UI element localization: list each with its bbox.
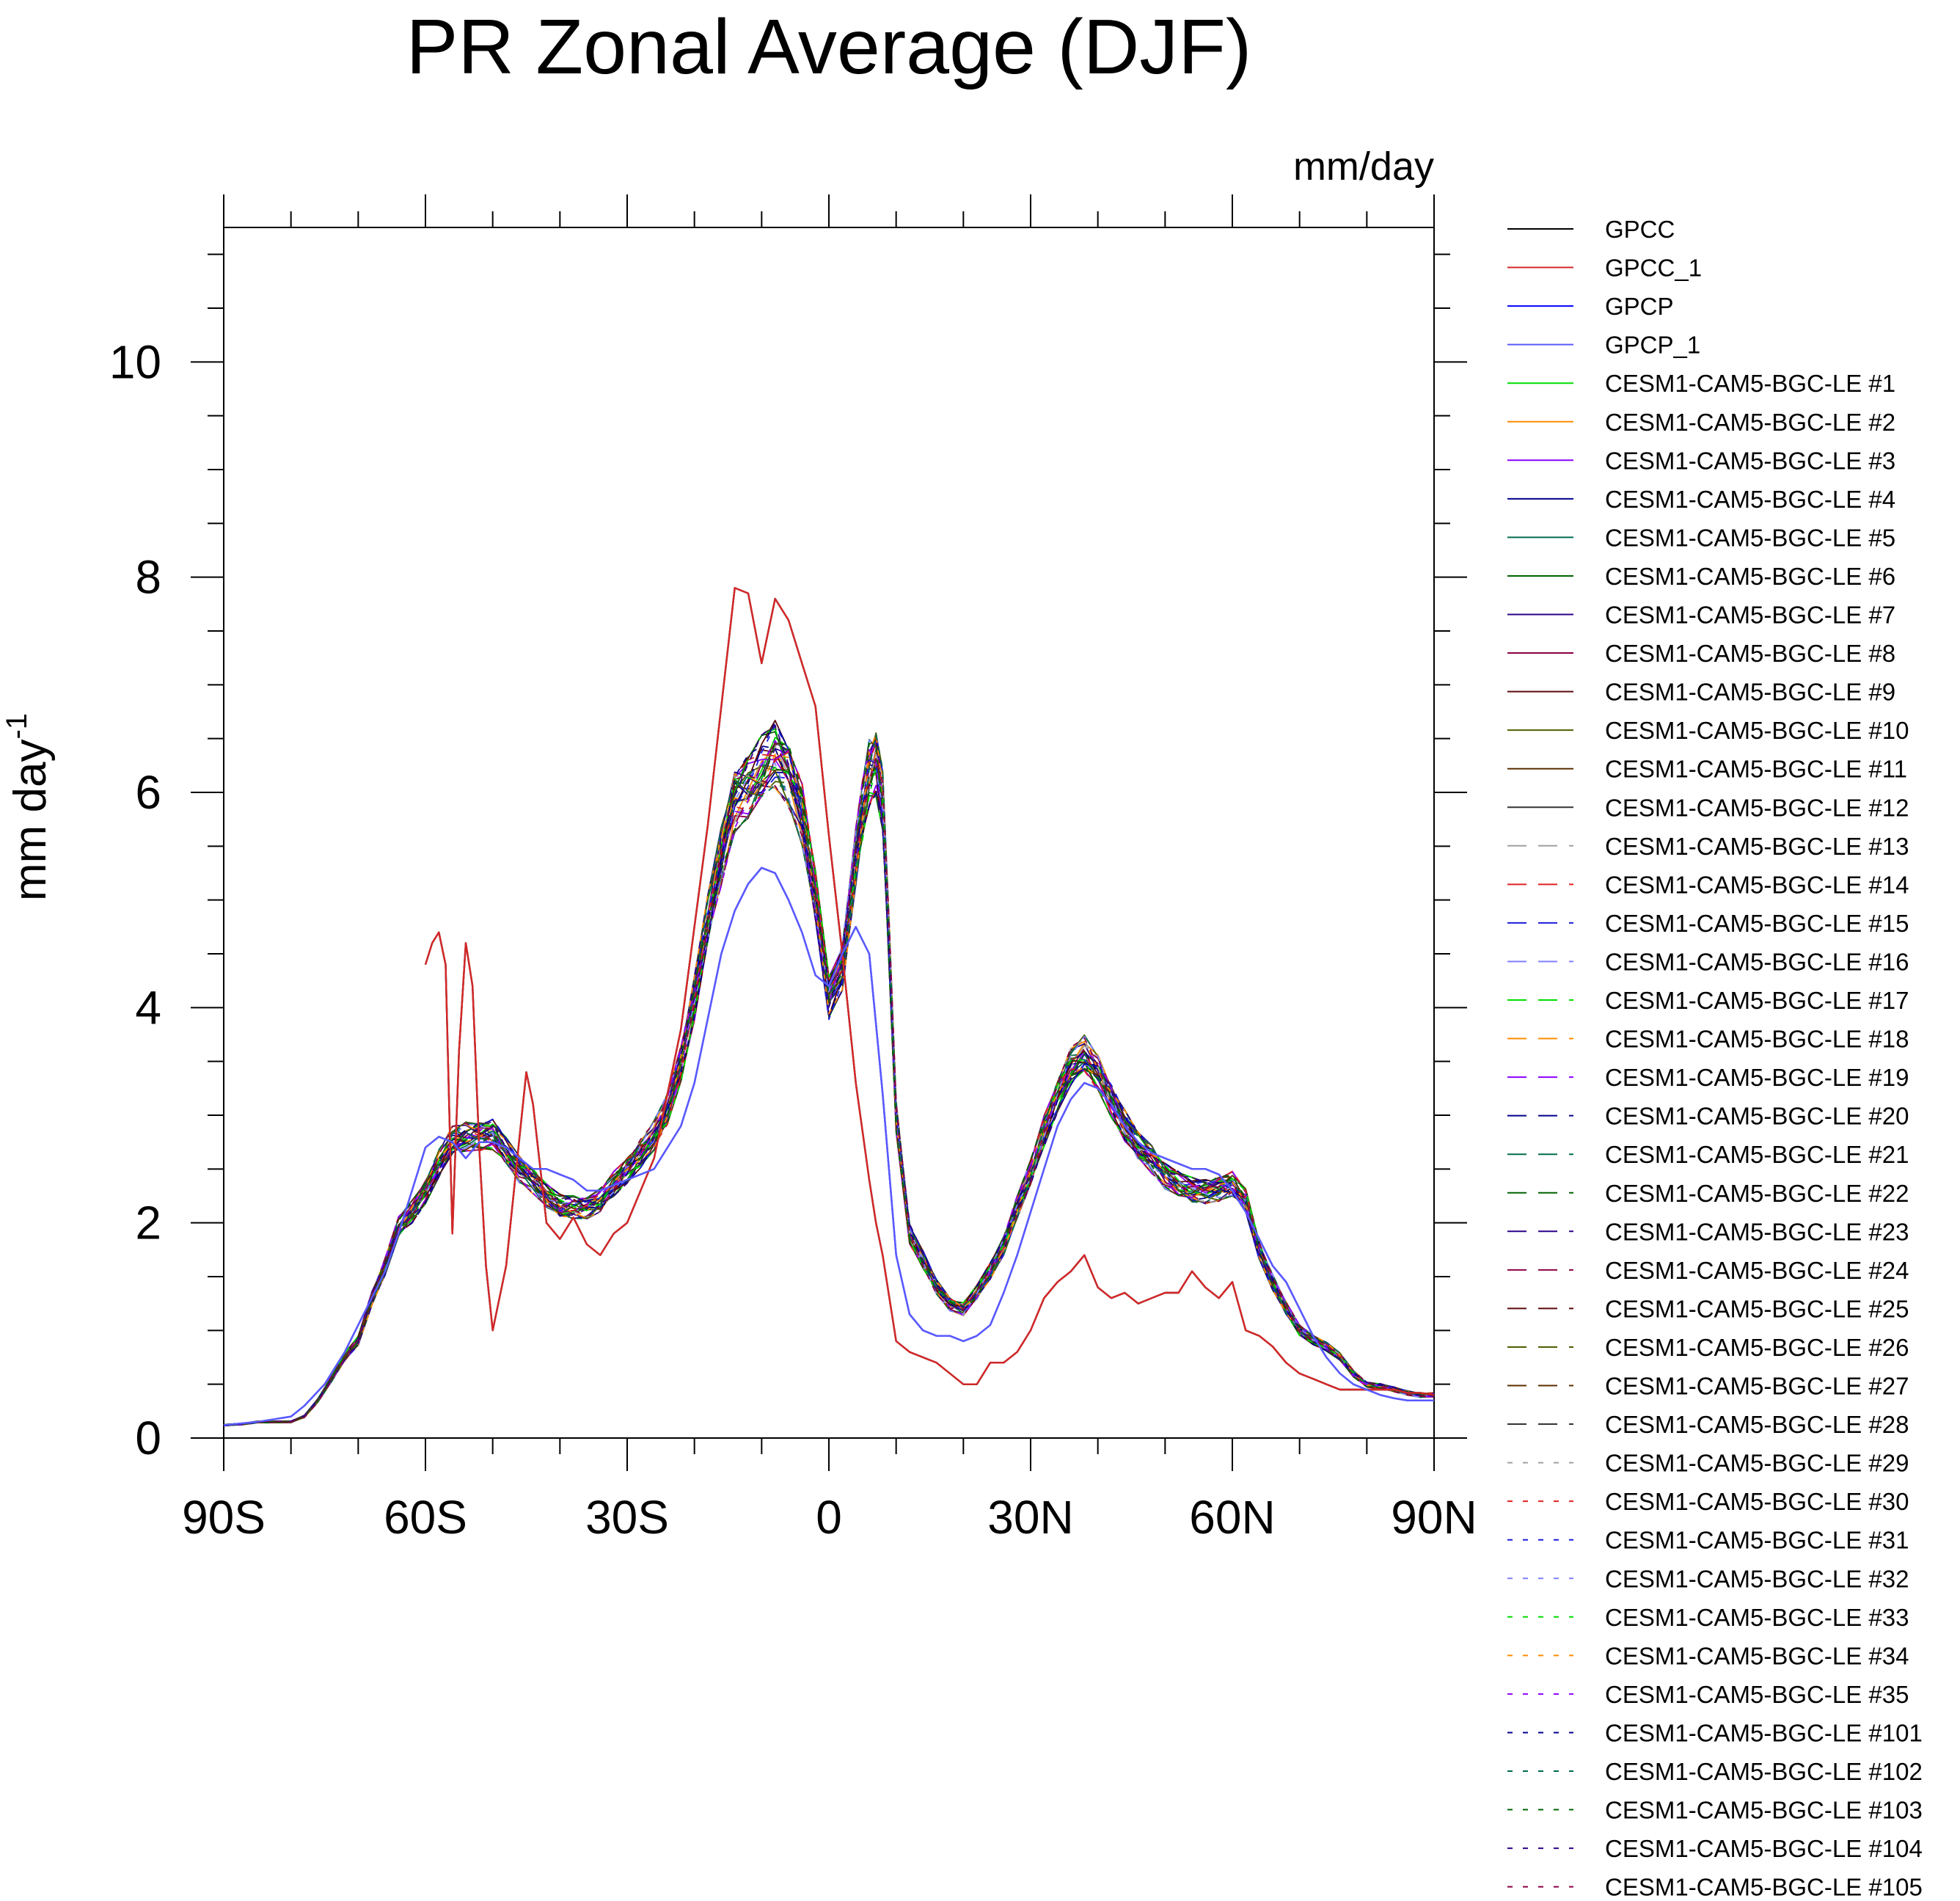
ensemble-series-line — [223, 740, 1435, 1426]
y-tick-label: 2 — [135, 1197, 161, 1249]
ensemble-series-line — [223, 745, 1435, 1426]
ensemble-series-line — [223, 762, 1435, 1426]
legend-label: CESM1-CAM5-BGC-LE #20 — [1605, 1103, 1909, 1130]
ensemble-series-line — [223, 754, 1435, 1426]
legend-label: CESM1-CAM5-BGC-LE #15 — [1605, 910, 1909, 937]
legend-label: CESM1-CAM5-BGC-LE #24 — [1605, 1257, 1909, 1284]
ensemble-series-line — [223, 742, 1435, 1426]
ensemble-series-line — [223, 758, 1435, 1426]
legend-label: CESM1-CAM5-BGC-LE #101 — [1605, 1719, 1923, 1746]
legend-label: CESM1-CAM5-BGC-LE #30 — [1605, 1488, 1909, 1515]
y-tick-label: 8 — [135, 551, 161, 604]
legend-label: CESM1-CAM5-BGC-LE #33 — [1605, 1604, 1909, 1631]
ensemble-series-line — [223, 756, 1435, 1426]
ensemble-lines — [223, 720, 1435, 1427]
ensemble-series-line — [223, 732, 1434, 1426]
ensemble-series-line — [223, 754, 1435, 1426]
legend-label: CESM1-CAM5-BGC-LE #10 — [1605, 717, 1909, 744]
ensemble-series-line — [223, 751, 1435, 1426]
legend-label: CESM1-CAM5-BGC-LE #1 — [1605, 370, 1895, 397]
axes: 90S 60S 30S 0 30N 60N 90N 0 2 4 6 8 10 — [109, 194, 1477, 1544]
ensemble-series-line — [223, 740, 1435, 1426]
x-tick-label: 30S — [585, 1491, 669, 1544]
ensemble-series-line — [223, 742, 1435, 1426]
legend-label: CESM1-CAM5-BGC-LE #16 — [1605, 948, 1909, 975]
legend-label: CESM1-CAM5-BGC-LE #34 — [1605, 1642, 1909, 1669]
observation-series-line — [223, 866, 1434, 1426]
x-tick-label: 0 — [816, 1491, 842, 1544]
legend-label: CESM1-CAM5-BGC-LE #11 — [1605, 756, 1907, 783]
legend-label: CESM1-CAM5-BGC-LE #102 — [1605, 1758, 1923, 1785]
observation-series-line — [424, 587, 1435, 1396]
legend-label: CESM1-CAM5-BGC-LE #6 — [1605, 563, 1895, 590]
ensemble-series-line — [223, 745, 1435, 1427]
legend-label: CESM1-CAM5-BGC-LE #12 — [1605, 794, 1909, 821]
ensemble-series-line — [223, 767, 1435, 1426]
legend-label: CESM1-CAM5-BGC-LE #31 — [1605, 1527, 1909, 1554]
legend-label: CESM1-CAM5-BGC-LE #27 — [1605, 1373, 1909, 1400]
x-tick-label: 60S — [384, 1491, 467, 1544]
legend-label: CESM1-CAM5-BGC-LE #22 — [1605, 1180, 1909, 1207]
observation-series-line — [223, 866, 1434, 1426]
legend-label: CESM1-CAM5-BGC-LE #3 — [1605, 447, 1895, 474]
legend-label: CESM1-CAM5-BGC-LE #4 — [1605, 486, 1895, 513]
x-tick-label: 90S — [182, 1491, 266, 1544]
ensemble-series-line — [223, 748, 1435, 1426]
legend-label: CESM1-CAM5-BGC-LE #29 — [1605, 1450, 1909, 1477]
units-label: mm/day — [1293, 145, 1434, 189]
ensemble-series-line — [223, 762, 1435, 1426]
legend-label: CESM1-CAM5-BGC-LE #13 — [1605, 833, 1909, 860]
y-tick-label: 0 — [135, 1412, 161, 1464]
ensemble-series-line — [223, 764, 1435, 1426]
observation-lines — [223, 587, 1435, 1426]
y-tick-label: 10 — [109, 335, 161, 388]
ensemble-series-line — [223, 749, 1435, 1427]
ensemble-series-line — [223, 720, 1435, 1426]
legend-label: GPCP_1 — [1605, 332, 1700, 359]
y-axis-label-text: mm day — [5, 740, 56, 901]
ensemble-series-line — [223, 765, 1435, 1426]
legend-label: CESM1-CAM5-BGC-LE #32 — [1605, 1565, 1909, 1592]
legend-label: CESM1-CAM5-BGC-LE #8 — [1605, 640, 1895, 667]
legend-label: CESM1-CAM5-BGC-LE #103 — [1605, 1797, 1923, 1824]
legend-label: GPCP — [1605, 293, 1674, 320]
ensemble-series-line — [223, 759, 1435, 1426]
legend-label: CESM1-CAM5-BGC-LE #2 — [1605, 409, 1895, 436]
ensemble-series-line — [223, 731, 1435, 1426]
legend-label: CESM1-CAM5-BGC-LE #26 — [1605, 1334, 1909, 1361]
legend-label: CESM1-CAM5-BGC-LE #28 — [1605, 1411, 1909, 1438]
legend-label: CESM1-CAM5-BGC-LE #35 — [1605, 1681, 1909, 1708]
legend-label: CESM1-CAM5-BGC-LE #5 — [1605, 524, 1895, 551]
legend: GPCC GPCC_1 GPCP GPCP_1 CESM1-CAM5-BGC-LE #1… — [1507, 216, 1923, 1901]
ensemble-series-line — [223, 742, 1435, 1426]
legend-label: GPCC_1 — [1605, 255, 1702, 282]
ensemble-series-line — [223, 733, 1435, 1426]
chart-title: PR Zonal Average (DJF) — [406, 4, 1252, 90]
legend-label: CESM1-CAM5-BGC-LE #14 — [1605, 871, 1909, 898]
legend-label: CESM1-CAM5-BGC-LE #23 — [1605, 1218, 1909, 1245]
legend-label: CESM1-CAM5-BGC-LE #18 — [1605, 1026, 1909, 1053]
y-axis-label: mm day-1 — [1, 713, 56, 901]
x-tick-label: 60N — [1189, 1491, 1275, 1544]
y-axis-label-exponent: -1 — [1, 713, 33, 740]
legend-label: GPCC — [1605, 216, 1675, 243]
legend-label: CESM1-CAM5-BGC-LE #105 — [1605, 1874, 1923, 1901]
legend-label: CESM1-CAM5-BGC-LE #7 — [1605, 602, 1895, 629]
ensemble-series-line — [223, 740, 1435, 1426]
legend-label: CESM1-CAM5-BGC-LE #19 — [1605, 1064, 1909, 1091]
legend-label: CESM1-CAM5-BGC-LE #25 — [1605, 1295, 1909, 1322]
x-tick-label: 90N — [1391, 1491, 1477, 1544]
legend-label: CESM1-CAM5-BGC-LE #17 — [1605, 987, 1909, 1014]
legend-label: CESM1-CAM5-BGC-LE #9 — [1605, 679, 1895, 706]
ensemble-series-line — [223, 748, 1434, 1426]
legend-label: CESM1-CAM5-BGC-LE #21 — [1605, 1141, 1909, 1168]
y-tick-label: 4 — [135, 981, 161, 1034]
legend-label: CESM1-CAM5-BGC-LE #104 — [1605, 1835, 1923, 1862]
ensemble-series-line — [223, 724, 1435, 1426]
y-tick-label: 6 — [135, 766, 161, 819]
svg-text:mm day-1: mm day-1 — [1, 713, 56, 901]
x-tick-label: 30N — [987, 1491, 1073, 1544]
